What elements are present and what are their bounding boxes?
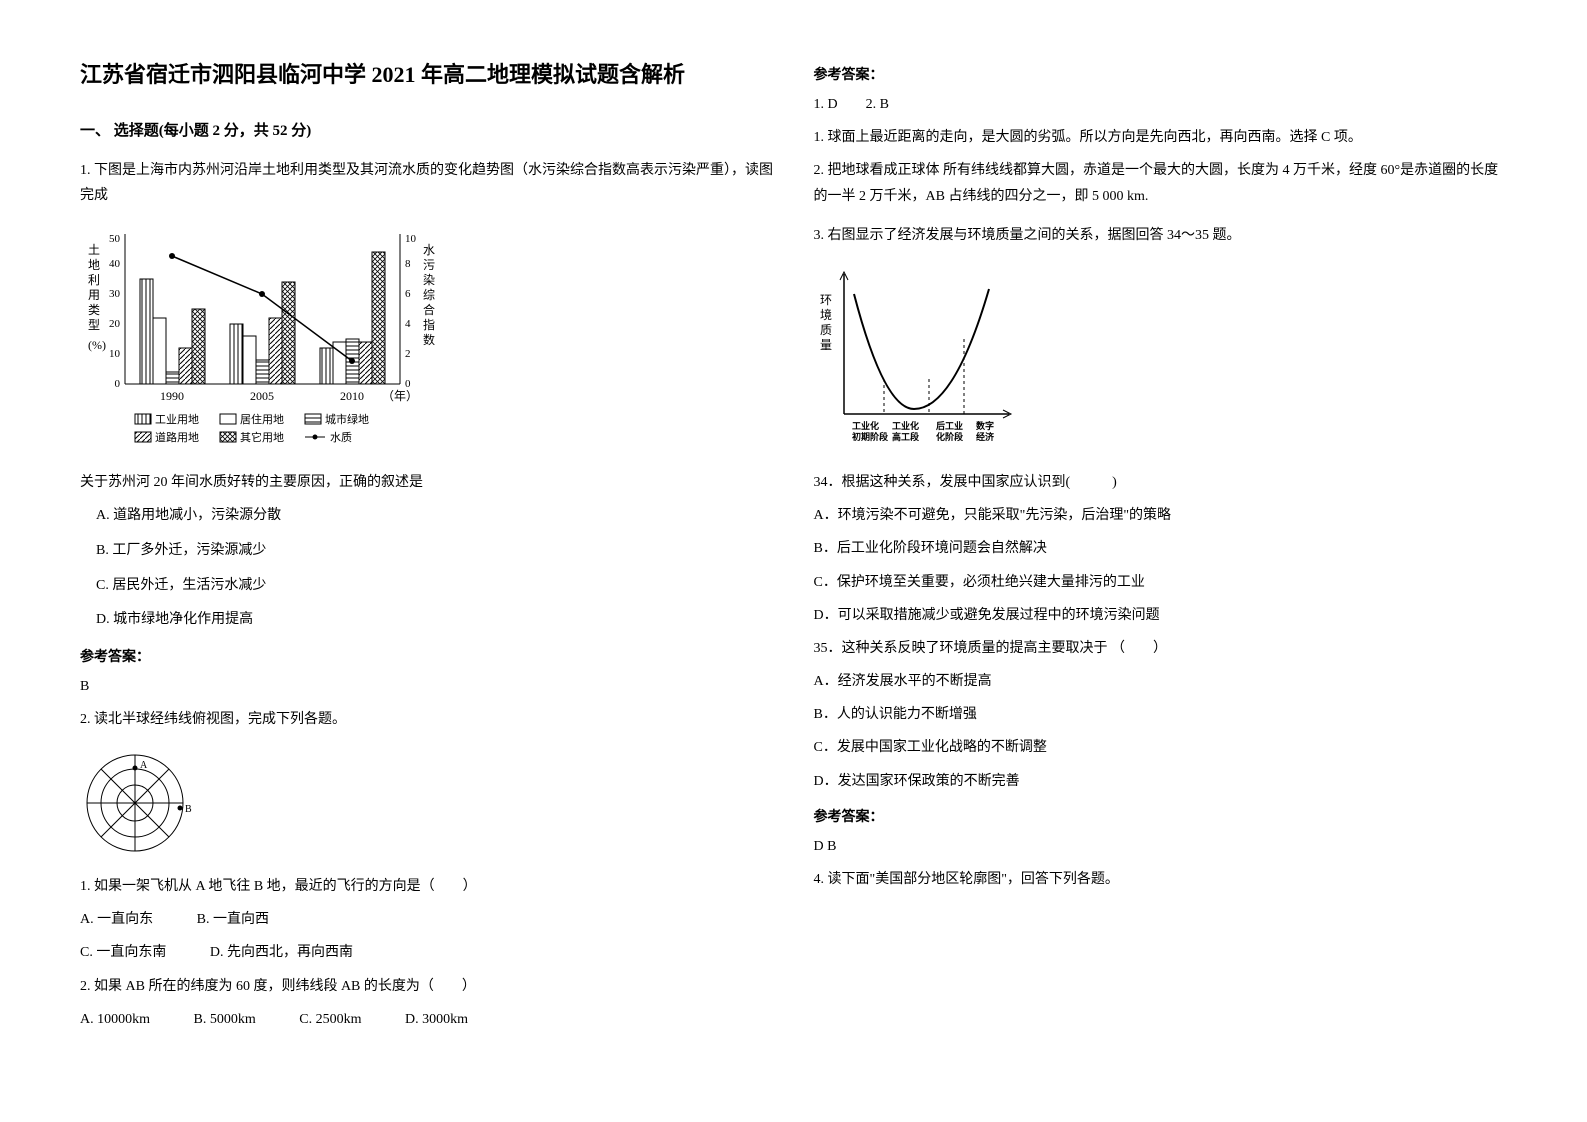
svg-text:30: 30 (109, 288, 121, 300)
q1-optA: A. 道路用地减小，污染源分散 (80, 503, 774, 530)
q2-s2C: C. 2500km (299, 1012, 361, 1027)
svg-text:城市绿地: 城市绿地 (325, 412, 369, 426)
svg-text:2005: 2005 (250, 389, 274, 403)
svg-text:型: 型 (88, 318, 100, 332)
q34B: B．后工业化阶段环境问题会自然解决 (814, 536, 1508, 561)
svg-text:指: 指 (423, 317, 435, 332)
q34A: A．环境污染不可避免，只能采取"先污染，后治理"的策略 (814, 503, 1508, 528)
q35B: B．人的认识能力不断增强 (814, 702, 1508, 727)
svg-text:用: 用 (88, 288, 100, 302)
q34C: C．保护环境至关重要，必须杜绝兴建大量排污的工业 (814, 570, 1508, 595)
left-column: 江苏省宿迁市泗阳县临河中学 2021 年高二地理模拟试题含解析 一、 选择题(每… (80, 60, 774, 1062)
svg-text:环: 环 (820, 293, 832, 307)
svg-text:化阶段: 化阶段 (936, 431, 964, 442)
q35C: C．发展中国家工业化战略的不断调整 (814, 735, 1508, 760)
env-quality-chart: 环境质量 工业化初期阶段 工业化高工段 后工业化阶段 数字经济 (814, 264, 1024, 454)
svg-text:高工段: 高工段 (892, 431, 920, 442)
q2-s1C: C. 一直向东南 (80, 945, 166, 960)
svg-text:境: 境 (820, 307, 832, 322)
q1-answer: B (80, 674, 774, 699)
svg-text:染: 染 (423, 272, 435, 287)
svg-text:经济: 经济 (976, 431, 995, 442)
q2-s2A: A. 10000km (80, 1012, 150, 1027)
svg-text:2010: 2010 (340, 389, 364, 403)
q2-s2D: D. 3000km (405, 1012, 468, 1027)
svg-text:工业化: 工业化 (852, 420, 879, 431)
svg-text:2: 2 (405, 348, 411, 360)
svg-text:初期阶段: 初期阶段 (852, 431, 889, 442)
svg-text:40: 40 (109, 258, 121, 270)
q1-stem: 1. 下图是上海市内苏州河沿岸土地利用类型及其河流水质的变化趋势图（水污染综合指… (80, 158, 774, 208)
svg-text:(%): (%) (88, 338, 106, 352)
q2-s1B: B. 一直向西 (197, 912, 269, 927)
q1-optC: C. 居民外迁，生活污水减少 (80, 573, 774, 600)
svg-text:4: 4 (405, 318, 411, 330)
svg-text:数: 数 (423, 332, 435, 347)
svg-text:综: 综 (423, 288, 435, 302)
q1-optB: B. 工厂多外迁，污染源减少 (80, 538, 774, 565)
svg-text:量: 量 (820, 338, 832, 352)
right-column: 参考答案： 1. D 2. B 1. 球面上最近距离的走向，是大圆的劣弧。所以方… (814, 60, 1508, 1062)
svg-text:后工业: 后工业 (936, 420, 963, 431)
svg-text:道路用地: 道路用地 (155, 430, 199, 444)
q2-s2-row: A. 10000km B. 5000km C. 2500km D. 3000km (80, 1007, 774, 1032)
q34: 34．根据这种关系，发展中国家应认识到( ) (814, 470, 1508, 495)
svg-text:A: A (140, 760, 148, 771)
svg-text:类: 类 (88, 303, 100, 317)
svg-text:水: 水 (423, 243, 435, 257)
q2-sub1: 1. 如果一架飞机从 A 地飞往 B 地，最近的飞行的方向是（ ） (80, 874, 774, 899)
q35: 35．这种关系反映了环境质量的提高主要取决于 （ ） (814, 636, 1508, 661)
hemisphere-diagram: A B (80, 748, 200, 858)
q1-prompt: 关于苏州河 20 年间水质好转的主要原因，正确的叙述是 (80, 470, 774, 495)
svg-text:50: 50 (109, 233, 121, 245)
q3-stem: 3. 右图显示了经济发展与环境质量之间的关系，据图回答 34～35 题。 (814, 223, 1508, 248)
svg-text:工业用地: 工业用地 (155, 413, 199, 426)
svg-text:20: 20 (109, 318, 121, 330)
page-title: 江苏省宿迁市泗阳县临河中学 2021 年高二地理模拟试题含解析 (80, 60, 774, 91)
q1-answer-label: 参考答案： (80, 646, 774, 666)
svg-text:10: 10 (109, 348, 121, 360)
svg-text:其它用地: 其它用地 (240, 430, 284, 444)
q2-stem: 2. 读北半球经纬线俯视图，完成下列各题。 (80, 707, 774, 732)
ans2-exp2: 2. 把地球看成正球体 所有纬线线都算大圆，赤道是一个最大的大圆，长度为 4 万… (814, 158, 1508, 208)
q1-optD: D. 城市绿地净化作用提高 (80, 607, 774, 634)
svg-text:1990: 1990 (160, 389, 184, 403)
svg-text:污: 污 (423, 258, 435, 272)
svg-text:数字: 数字 (976, 420, 994, 431)
q2-s1-ab: A. 一直向东 B. 一直向西 (80, 907, 774, 932)
svg-text:质: 质 (820, 323, 832, 337)
svg-text:土: 土 (88, 243, 100, 257)
q4-stem: 4. 读下面"美国部分地区轮廓图"，回答下列各题。 (814, 867, 1508, 892)
ans2-label: 参考答案： (814, 64, 1508, 84)
svg-text:（年）: （年） (382, 389, 418, 403)
q35A: A．经济发展水平的不断提高 (814, 669, 1508, 694)
land-use-chart: 01020 304050 024 6810 土地利用类型(%) 水污染综合指数 (80, 224, 440, 454)
q3-answer-label: 参考答案： (814, 806, 1508, 826)
svg-text:水质: 水质 (330, 431, 352, 444)
svg-text:合: 合 (423, 302, 435, 317)
svg-text:居住用地: 居住用地 (240, 412, 284, 426)
q3-answer: D B (814, 834, 1508, 859)
svg-text:B: B (185, 804, 192, 815)
q2-sub2: 2. 如果 AB 所在的纬度为 60 度，则纬线段 AB 的长度为（ ） (80, 974, 774, 999)
svg-text:0: 0 (115, 378, 121, 390)
q34D: D．可以采取措施减少或避免发展过程中的环境污染问题 (814, 603, 1508, 628)
svg-text:6: 6 (405, 288, 411, 300)
svg-text:10: 10 (405, 233, 417, 245)
q2-s1-cd: C. 一直向东南 D. 先向西北，再向西南 (80, 940, 774, 965)
svg-text:地: 地 (88, 258, 100, 272)
svg-text:8: 8 (405, 258, 411, 270)
q2-s1D: D. 先向西北，再向西南 (210, 945, 353, 960)
q2-s2B: B. 5000km (194, 1012, 256, 1027)
svg-text:利: 利 (88, 273, 100, 287)
ans2-line: 1. D 2. B (814, 92, 1508, 117)
q35D: D．发达国家环保政策的不断完善 (814, 769, 1508, 794)
q2-s1A: A. 一直向东 (80, 912, 153, 927)
ans2-exp1: 1. 球面上最近距离的走向，是大圆的劣弧。所以方向是先向西北，再向西南。选择 C… (814, 125, 1508, 150)
section-heading: 一、 选择题(每小题 2 分，共 52 分) (80, 119, 774, 140)
svg-text:工业化: 工业化 (892, 420, 919, 431)
